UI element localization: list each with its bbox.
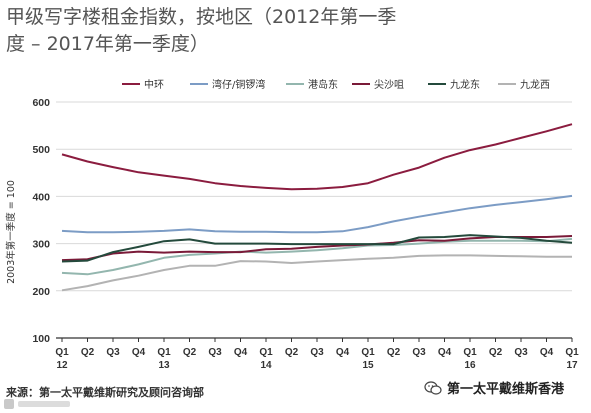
x-year-label: 14 xyxy=(260,360,272,371)
series-line xyxy=(61,194,573,234)
series-line xyxy=(61,237,573,276)
chart-series xyxy=(61,123,573,292)
x-tick-label: Q2 xyxy=(81,347,95,358)
y-tick-label: 200 xyxy=(32,286,50,298)
legend-label: 尖沙咀 xyxy=(374,78,404,91)
legend-label: 湾仔/铜锣湾 xyxy=(212,78,265,91)
y-tick-label: 500 xyxy=(32,144,50,156)
chart-title-line-1: 甲级写字楼租金指数，按地区（2012年第一季 xyxy=(6,6,397,28)
x-tick-label: Q4 xyxy=(540,347,554,358)
x-tick-label: Q4 xyxy=(132,347,146,358)
x-tick-label: Q2 xyxy=(489,347,503,358)
watermark-logo-icon xyxy=(4,399,70,409)
x-axis: Q1 Q2 Q3 Q4 Q1 Q2 Q3 Q4 Q1 Q2 Q3 Q4 Q1 Q2 Q3 Q4 Q1 Q2 Q3 Q4… xyxy=(55,338,579,371)
y-axis: 100 200 300 400 500 600 xyxy=(32,97,50,345)
y-tick-label: 100 xyxy=(32,333,50,345)
legend-label: 中环 xyxy=(144,78,164,91)
x-year-label: 15 xyxy=(362,360,374,371)
x-tick-label: Q4 xyxy=(438,347,452,358)
brand-name: 第一太平戴维斯香港 xyxy=(447,382,565,397)
x-tick-label: Q3 xyxy=(208,347,222,358)
chart-title: 甲级写字楼租金指数，按地区（2012年第一季 度 – 2017年第一季度） xyxy=(6,4,586,58)
y-tick-label: 300 xyxy=(32,239,50,251)
legend-label: 九龙东 xyxy=(450,78,480,91)
x-year-label: 12 xyxy=(56,360,68,371)
series-line xyxy=(61,235,573,262)
legend-label: 港岛东 xyxy=(308,78,338,91)
series-line xyxy=(61,234,573,263)
series-line xyxy=(61,254,572,292)
brand-mark: 第一太平戴维斯香港 xyxy=(424,378,564,397)
x-year-label: 17 xyxy=(566,360,578,371)
source-note: 来源：第一太平戴维斯研究及顾问咨询部 xyxy=(6,386,204,399)
y-tick-label: 400 xyxy=(32,191,50,203)
x-tick-label: Q3 xyxy=(106,347,120,358)
x-tick-label: Q1 xyxy=(157,347,171,358)
x-year-label: 16 xyxy=(464,360,476,371)
chart-legend: 中环 湾仔/铜锣湾 港岛东 尖沙咀 九龙东 九龙西 xyxy=(122,78,550,91)
x-tick-label: Q3 xyxy=(412,347,426,358)
x-tick-label: Q1 xyxy=(463,347,477,358)
y-tick-label: 600 xyxy=(32,97,50,109)
x-tick-label: Q2 xyxy=(183,347,197,358)
x-tick-label: Q2 xyxy=(285,347,299,358)
x-tick-label: Q4 xyxy=(336,347,350,358)
chart-gridlines xyxy=(56,101,572,339)
x-tick-label: Q1 xyxy=(565,347,579,358)
chart-title-line-2: 度 – 2017年第一季度） xyxy=(6,33,209,55)
x-tick-label: Q3 xyxy=(310,347,324,358)
y-axis-label: 2003年第一季度 = 100 xyxy=(5,180,17,284)
x-tick-label: Q1 xyxy=(55,347,69,358)
legend-label: 九龙西 xyxy=(520,78,550,91)
x-tick-label: Q1 xyxy=(361,347,375,358)
x-tick-label: Q2 xyxy=(387,347,401,358)
x-tick-label: Q1 xyxy=(259,347,273,358)
x-year-label: 13 xyxy=(158,360,170,371)
x-tick-label: Q4 xyxy=(234,347,248,358)
speech-bubble-icon xyxy=(424,380,442,395)
series-line xyxy=(61,123,573,191)
x-tick-label: Q3 xyxy=(514,347,528,358)
